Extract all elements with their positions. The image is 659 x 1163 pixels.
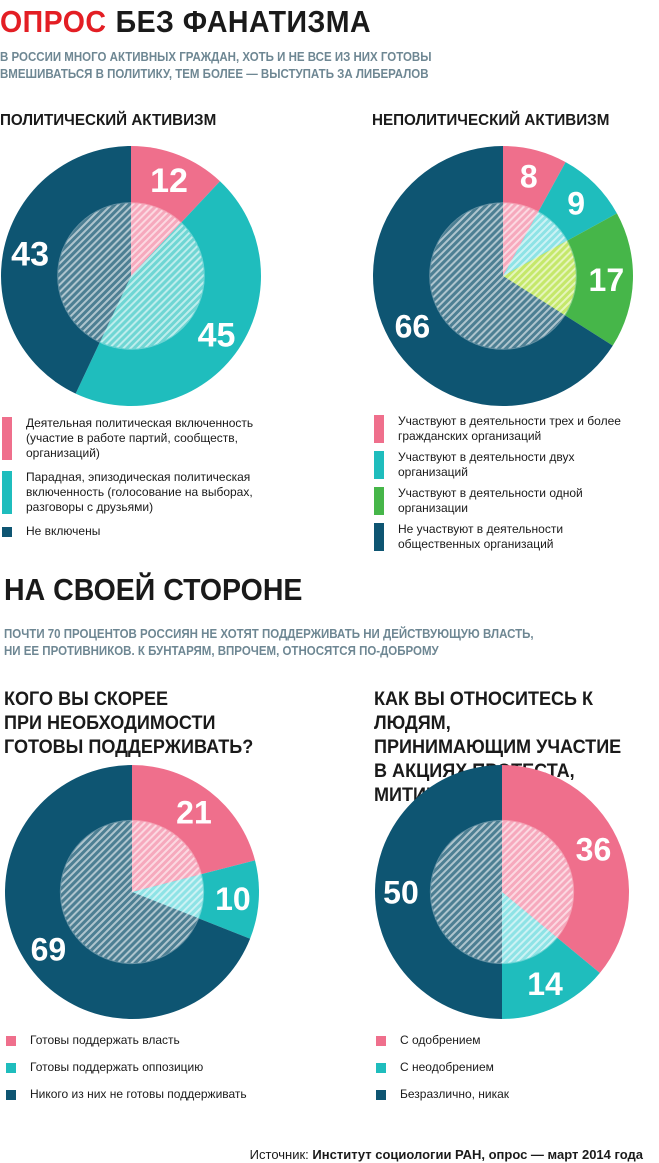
pie-value-label: 21 bbox=[176, 795, 212, 831]
legend-swatch bbox=[2, 527, 12, 537]
pie-chart-nonpolitical: 89 17 66 bbox=[373, 146, 633, 406]
legend-swatch bbox=[6, 1090, 16, 1100]
chart-title-political: ПОЛИТИЧЕСКИЙ АКТИВИЗМ bbox=[0, 112, 217, 129]
legend-label: Участвуют в деятельности трех и более гр… bbox=[398, 414, 621, 443]
legend-label: Участвуют в деятельности одной организац… bbox=[398, 486, 583, 515]
pie-value-label: 45 bbox=[198, 316, 236, 354]
pie-value-label: 66 bbox=[395, 308, 431, 344]
legend-swatch bbox=[2, 471, 12, 514]
legend-label: Готовы поддержать власть bbox=[30, 1033, 180, 1047]
legend-swatch bbox=[374, 415, 384, 443]
legend-item: Деятельная политическая включенность (уч… bbox=[2, 416, 253, 461]
legend-label: С неодобрением bbox=[400, 1060, 494, 1074]
pie-value-label: 36 bbox=[576, 831, 612, 867]
legend-swatch bbox=[6, 1063, 16, 1073]
section2-subtitle: ПОЧТИ 70 ПРОЦЕНТОВ РОССИЯН НЕ ХОТЯТ ПОДД… bbox=[4, 626, 534, 660]
pie-chart-political: 12 45 43 bbox=[0, 146, 261, 406]
header-subtitle-line: В РОССИИ МНОГО АКТИВНЫХ ГРАЖДАН, ХОТЬ И … bbox=[0, 50, 432, 64]
legend-label: Никого из них не готовы поддерживать bbox=[30, 1087, 247, 1101]
legend-item: Никого из них не готовы поддерживать bbox=[6, 1087, 247, 1102]
pie-value-label: 14 bbox=[527, 966, 563, 1002]
legend-label: Участвуют в деятельности двух организаци… bbox=[398, 450, 575, 479]
legend-item: Не включены bbox=[2, 524, 100, 539]
chart-title-nonpolitical: НЕПОЛИТИЧЕСКИЙ АКТИВИЗМ bbox=[372, 112, 610, 129]
legend-swatch bbox=[376, 1090, 386, 1100]
legend-item: Парадная, эпизодическая политическая вкл… bbox=[2, 470, 253, 515]
title-accent: ОПРОС bbox=[0, 4, 107, 39]
section2-subtitle-line: НИ ЕЕ ПРОТИВНИКОВ. К БУНТАРЯМ, ВПРОЧЕМ, … bbox=[4, 644, 439, 658]
pie-value-label: 9 bbox=[567, 185, 585, 221]
pie-value-label: 8 bbox=[520, 158, 538, 194]
main-title: ОПРОС БЕЗ ФАНАТИЗМА bbox=[0, 4, 371, 40]
pie-inner-hatch bbox=[430, 820, 574, 964]
pie-value-label: 12 bbox=[150, 162, 188, 200]
legend-item: Участвуют в деятельности трех и более гр… bbox=[374, 414, 621, 444]
legend-swatch bbox=[376, 1063, 386, 1073]
legend-label: Не участвуют в деятельности общественных… bbox=[398, 522, 564, 551]
legend-item: С неодобрением bbox=[376, 1060, 494, 1075]
source-prefix: Источник: bbox=[249, 1147, 313, 1162]
legend-swatch bbox=[6, 1036, 16, 1046]
legend-item: Участвуют в деятельности одной организац… bbox=[374, 486, 583, 516]
legend-label: С одобрением bbox=[400, 1033, 481, 1047]
title-main: БЕЗ ФАНАТИЗМА bbox=[115, 4, 372, 39]
pie-inner-hatch bbox=[60, 820, 204, 964]
legend-item: Не участвуют в деятельности общественных… bbox=[374, 522, 563, 552]
legend-item: Готовы поддержать оппозицию bbox=[6, 1060, 203, 1075]
legend-item: Безразлично, никак bbox=[376, 1087, 509, 1102]
section2-title: НА СВОЕЙ СТОРОНЕ bbox=[4, 572, 303, 607]
pie-value-label: 69 bbox=[31, 931, 67, 967]
pie-value-label: 43 bbox=[11, 236, 49, 274]
pie-chart-protest: 36 14 50 bbox=[375, 765, 629, 1019]
pie-value-label: 10 bbox=[215, 881, 251, 917]
legend-label: Готовы поддержать оппозицию bbox=[30, 1060, 204, 1074]
pie-chart-support: 21 10 69 bbox=[5, 765, 259, 1019]
header-subtitle-line: ВМЕШИВАТЬСЯ В ПОЛИТИКУ, ТЕМ БОЛЕЕ — ВЫСТ… bbox=[0, 67, 429, 81]
pie-value-label: 50 bbox=[383, 875, 419, 911]
source-note: Источник: Институт социологии РАН, опрос… bbox=[250, 1147, 643, 1162]
legend-swatch bbox=[2, 417, 12, 460]
legend-item: С одобрением bbox=[376, 1033, 481, 1048]
legend-item: Готовы поддержать власть bbox=[6, 1033, 180, 1048]
legend-label: Безразлично, никак bbox=[400, 1087, 510, 1101]
pie-value-label: 17 bbox=[589, 262, 625, 298]
legend-label: Парадная, эпизодическая политическая вкл… bbox=[26, 470, 253, 514]
legend-swatch bbox=[376, 1036, 386, 1046]
section2-subtitle-line: ПОЧТИ 70 ПРОЦЕНТОВ РОССИЯН НЕ ХОТЯТ ПОДД… bbox=[4, 627, 534, 641]
legend-item: Участвуют в деятельности двух организаци… bbox=[374, 450, 574, 480]
legend-swatch bbox=[374, 487, 384, 515]
legend-swatch bbox=[374, 451, 384, 479]
header-subtitle: В РОССИИ МНОГО АКТИВНЫХ ГРАЖДАН, ХОТЬ И … bbox=[0, 49, 431, 83]
source-text: Институт социологии РАН, опрос — март 20… bbox=[312, 1147, 643, 1162]
legend-label: Не включены bbox=[26, 524, 101, 538]
legend-swatch bbox=[374, 523, 384, 551]
chart-title-support: КОГО ВЫ СКОРЕЕ ПРИ НЕОБХОДИМОСТИ ГОТОВЫ … bbox=[4, 689, 254, 758]
legend-label: Деятельная политическая включенность (уч… bbox=[26, 416, 254, 460]
pie-inner-hatch bbox=[430, 203, 576, 349]
pie-inner-hatch bbox=[58, 203, 204, 349]
